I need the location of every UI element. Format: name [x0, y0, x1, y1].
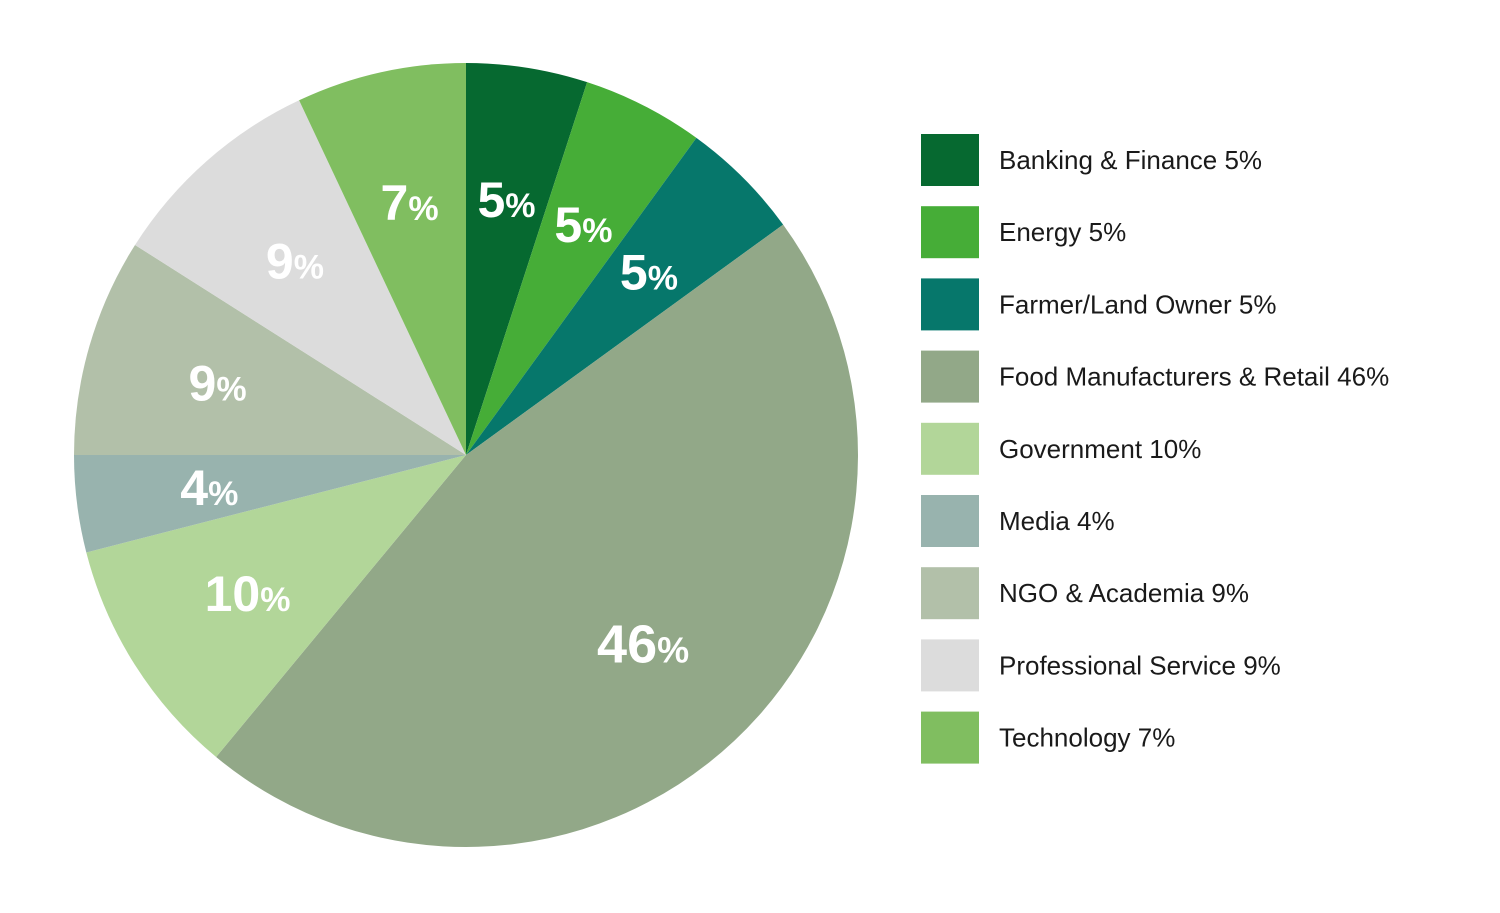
legend-item-energy: Energy 5% [921, 206, 1126, 259]
pie-slice-ngo-academia [74, 244, 466, 455]
legend-swatch [921, 278, 979, 331]
slice-unit: % [505, 187, 535, 225]
legend-item-government: Government 10% [921, 422, 1201, 475]
legend-swatch [921, 711, 979, 764]
legend-swatch [921, 567, 979, 620]
pie-slice-government [86, 455, 466, 758]
slice-unit: % [582, 212, 612, 250]
legend-label: Food Manufacturers & Retail 46% [999, 362, 1389, 392]
slice-unit: % [408, 190, 438, 228]
legend-swatch [921, 495, 979, 547]
slice-label-banking-finance: 5% [477, 172, 535, 228]
slice-value: 5 [477, 172, 505, 228]
legend-item-media: Media 4% [921, 495, 1115, 547]
slice-value: 5 [620, 245, 648, 301]
slice-label-energy: 5% [554, 197, 612, 253]
legend-item-technology: Technology 7% [921, 711, 1175, 764]
legend-item-food-manufacturers-retail: Food Manufacturers & Retail 46% [921, 350, 1389, 403]
legend-label: Banking & Finance 5% [999, 145, 1262, 175]
slice-label-government: 10% [205, 566, 291, 622]
slice-value: 9 [189, 355, 217, 411]
legend-swatch [921, 639, 979, 692]
slice-label-ngo-academia: 9% [189, 355, 247, 411]
pie-slice-farmer-land-owner [466, 137, 784, 455]
slice-unit: % [208, 475, 238, 513]
legend: Banking & Finance 5% Energy 5% Farmer/Land… [921, 134, 1389, 764]
pie-slice-technology [299, 62, 466, 455]
legend-label: NGO & Academia 9% [999, 578, 1249, 608]
slice-value: 4 [180, 460, 208, 516]
legend-swatch [921, 422, 979, 475]
legend-label: Government 10% [999, 434, 1201, 464]
pie-slice-banking-finance [466, 63, 588, 455]
pie-slice-media [74, 455, 466, 553]
legend-swatch [921, 206, 979, 259]
legend-swatch [921, 350, 979, 403]
pie-labels: 5% 5%5%46%10%4%9%9%7% [180, 172, 689, 675]
legend-label: Farmer/Land Owner 5% [999, 289, 1276, 319]
pie-slice-professional-service [135, 100, 467, 455]
slice-value: 5 [554, 197, 582, 253]
slice-value: 9 [266, 233, 294, 289]
legend-item-ngo-academia: NGO & Academia 9% [921, 567, 1249, 620]
slice-value: 46 [597, 614, 657, 674]
slice-value: 7 [381, 175, 409, 231]
slice-label-farmer-land-owner: 5% [620, 245, 678, 301]
slice-label-media: 4% [180, 460, 238, 516]
slice-unit: % [294, 248, 324, 286]
slice-unit: % [657, 629, 689, 670]
slice-label-technology: 7% [381, 175, 439, 231]
legend-label: Technology 7% [999, 723, 1175, 753]
slice-unit: % [216, 370, 246, 408]
legend-label: Professional Service 9% [999, 650, 1281, 680]
pie-slice-energy [466, 82, 697, 455]
legend-item-professional-service: Professional Service 9% [921, 639, 1281, 692]
slice-unit: % [260, 581, 290, 619]
legend-swatch [921, 134, 979, 186]
legend-label: Media 4% [999, 506, 1115, 536]
pie-slice-food-manufacturers-retail [216, 224, 859, 847]
slice-unit: % [648, 260, 678, 298]
pie-slices [74, 62, 859, 847]
slice-value: 10 [205, 566, 261, 622]
legend-item-banking-finance: Banking & Finance 5% [921, 134, 1262, 186]
legend-item-farmer-land-owner: Farmer/Land Owner 5% [921, 278, 1276, 331]
legend-label: Energy 5% [999, 217, 1126, 247]
slice-label-food-manufacturers-retail: 46% [597, 614, 689, 674]
slice-label-professional-service: 9% [266, 233, 324, 289]
